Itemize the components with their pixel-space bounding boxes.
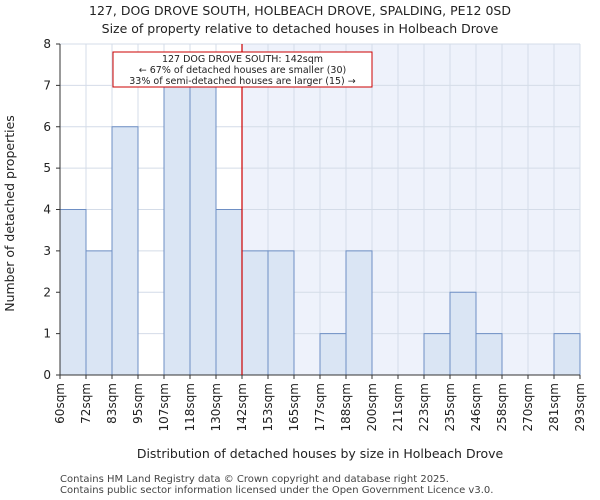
- x-tick-label: 211sqm: [391, 383, 405, 431]
- histogram-bar: [423, 333, 451, 376]
- x-tick-label: 142sqm: [235, 383, 249, 431]
- histogram-bar: [85, 250, 113, 376]
- x-tick-label: 223sqm: [417, 383, 431, 431]
- histogram-bar: [215, 209, 243, 376]
- annotation-box: [112, 51, 373, 88]
- histogram-bar: [267, 250, 295, 376]
- x-tick-label: 246sqm: [469, 383, 483, 431]
- x-tick-label: 83sqm: [105, 383, 119, 424]
- histogram-bar: [59, 209, 87, 376]
- x-tick-label: 72sqm: [79, 383, 93, 424]
- y-tick-label: 2: [43, 285, 51, 299]
- histogram-bar: [319, 333, 347, 376]
- annotation-line-2: ← 67% of detached houses are smaller (30…: [139, 65, 346, 76]
- histogram-bar: [189, 84, 217, 376]
- x-tick-label: 60sqm: [53, 383, 67, 424]
- y-tick-label: 0: [43, 368, 51, 382]
- x-tick-label: 200sqm: [365, 383, 379, 431]
- x-tick-label: 188sqm: [339, 383, 353, 431]
- histogram-bar: [475, 333, 503, 376]
- y-tick-label: 5: [43, 161, 51, 175]
- x-tick-label: 281sqm: [547, 383, 561, 431]
- annotation-line-3: 33% of semi-detached houses are larger (…: [129, 76, 356, 87]
- x-tick-label: 177sqm: [313, 383, 327, 431]
- chart-subtitle: Size of property relative to detached ho…: [101, 21, 499, 36]
- y-tick-label: 7: [43, 78, 51, 92]
- histogram-bar: [163, 84, 191, 376]
- attribution-line-1: Contains HM Land Registry data © Crown c…: [60, 474, 449, 485]
- x-tick-label: 153sqm: [261, 383, 275, 431]
- x-axis-title: Distribution of detached houses by size …: [137, 446, 504, 461]
- y-tick-label: 8: [43, 37, 51, 51]
- y-tick-label: 4: [43, 203, 51, 217]
- x-tick-label: 235sqm: [443, 383, 457, 431]
- x-tick-label: 118sqm: [183, 383, 197, 431]
- attribution-line-2: Contains public sector information licen…: [60, 485, 494, 496]
- y-tick-label: 6: [43, 120, 51, 134]
- histogram-bar: [241, 250, 269, 376]
- chart-title: 127, DOG DROVE SOUTH, HOLBEACH DROVE, SP…: [89, 3, 511, 18]
- annotation-line-1: 127 DOG DROVE SOUTH: 142sqm: [162, 54, 323, 65]
- x-tick-label: 270sqm: [521, 383, 535, 431]
- x-tick-label: 293sqm: [573, 383, 587, 431]
- x-tick-label: 95sqm: [131, 383, 145, 424]
- x-tick-label: 165sqm: [287, 383, 301, 431]
- histogram-bar: [345, 250, 373, 376]
- y-axis-title: Number of detached properties: [2, 115, 17, 312]
- y-tick-label: 3: [43, 244, 51, 258]
- y-tick-label: 1: [43, 327, 51, 341]
- histogram-bar: [449, 291, 477, 376]
- x-tick-label: 130sqm: [209, 383, 223, 431]
- histogram-bar: [111, 126, 139, 376]
- histogram-bar: [553, 333, 581, 376]
- x-tick-label: 107sqm: [157, 383, 171, 431]
- x-tick-label: 258sqm: [495, 383, 509, 431]
